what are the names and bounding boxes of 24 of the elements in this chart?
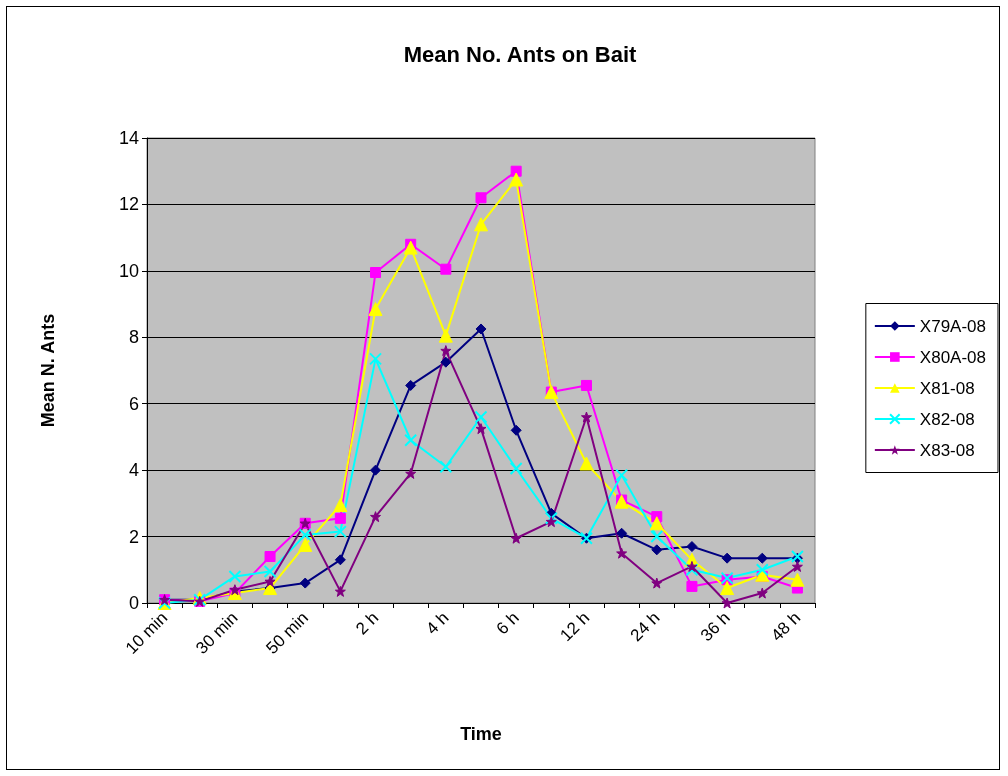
x-tick-label: 6 h (492, 608, 523, 639)
y-tick-label: 4 (128, 460, 139, 481)
legend-label: X81-08 (919, 378, 975, 398)
y-tick-label: 8 (128, 327, 139, 348)
x-tick-label: 50 min (262, 608, 312, 658)
legend-label: X79A-08 (919, 316, 987, 336)
y-tick-label: 2 (128, 526, 139, 547)
legend-label: X82-08 (919, 409, 975, 429)
chart-title: Mean No. Ants on Bait (403, 41, 637, 67)
x-tick-label: 30 min (192, 608, 242, 658)
x-tick-label: 2 h (352, 608, 383, 639)
legend-label: X83-08 (919, 440, 975, 460)
x-axis-title: Time (460, 724, 502, 744)
legend-label: X80A-08 (919, 347, 987, 367)
y-tick-label: 6 (128, 393, 139, 414)
x-tick-label: 4 h (422, 608, 453, 639)
y-tick-label: 10 (118, 260, 139, 281)
x-tick-label: 48 h (767, 608, 805, 646)
y-axis-title: Mean N. Ants (38, 313, 58, 428)
y-tick-label: 14 (118, 128, 139, 148)
x-tick-label: 24 h (626, 608, 664, 646)
x-tick-label: 36 h (697, 608, 734, 646)
x-tick-label: 12 h (556, 608, 594, 646)
y-tick-label: 12 (118, 194, 139, 215)
